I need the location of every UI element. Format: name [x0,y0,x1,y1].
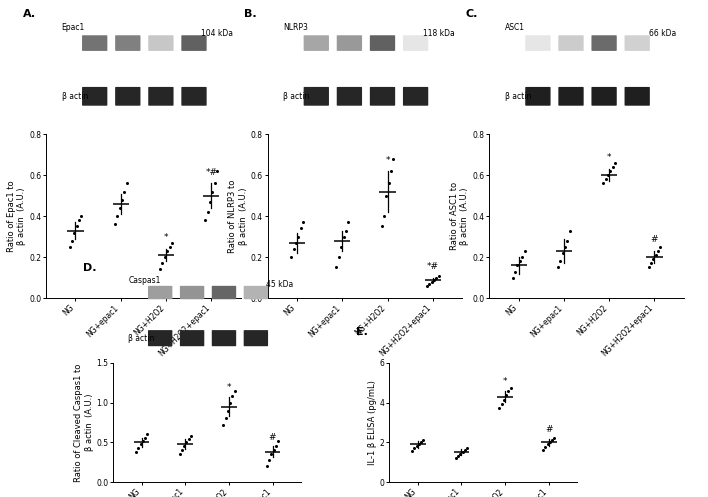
Text: β actin: β actin [283,92,309,101]
Y-axis label: Ratio of NLRP3 to
β actin  (A.U.): Ratio of NLRP3 to β actin (A.U.) [229,179,248,253]
Text: 104 kDa: 104 kDa [201,29,233,38]
FancyBboxPatch shape [82,87,108,106]
FancyBboxPatch shape [370,87,395,106]
FancyBboxPatch shape [148,87,173,106]
FancyBboxPatch shape [212,286,236,299]
Text: *: * [607,154,612,163]
Text: 118 kDa: 118 kDa [423,29,455,38]
FancyBboxPatch shape [403,87,428,106]
FancyBboxPatch shape [559,87,583,106]
FancyBboxPatch shape [181,35,207,51]
FancyBboxPatch shape [624,87,650,106]
FancyBboxPatch shape [244,330,268,346]
Text: *: * [503,377,507,386]
Text: #: # [545,425,552,434]
FancyBboxPatch shape [337,35,362,51]
FancyBboxPatch shape [337,87,362,106]
Text: *#: *# [205,168,217,177]
Y-axis label: Ratio of ASC1 to
β actin  (A.U.): Ratio of ASC1 to β actin (A.U.) [450,182,469,250]
FancyBboxPatch shape [304,87,329,106]
Text: 45 kDa: 45 kDa [266,280,293,289]
Text: β actin: β actin [128,333,154,342]
Text: #: # [651,236,658,245]
FancyBboxPatch shape [525,35,551,51]
Text: #: # [269,432,276,441]
Text: NLRP3: NLRP3 [283,23,308,32]
Text: E.: E. [355,327,367,337]
FancyBboxPatch shape [115,87,140,106]
Text: A.: A. [23,8,36,19]
Text: *#: *# [427,262,439,271]
FancyBboxPatch shape [624,35,650,51]
FancyBboxPatch shape [591,35,617,51]
FancyBboxPatch shape [148,35,173,51]
FancyBboxPatch shape [525,87,551,106]
Text: β actin: β actin [505,92,531,101]
FancyBboxPatch shape [591,87,617,106]
Y-axis label: Ratio of Epac1 to
β actin  (A.U.): Ratio of Epac1 to β actin (A.U.) [7,180,26,252]
Text: *: * [227,383,231,392]
FancyBboxPatch shape [370,35,395,51]
Text: ASC1: ASC1 [505,23,525,32]
Y-axis label: Ratio of Cleaved Caspas1 to
β actin  (A.U.): Ratio of Cleaved Caspas1 to β actin (A.U… [74,363,93,482]
FancyBboxPatch shape [148,330,172,346]
FancyBboxPatch shape [304,35,329,51]
FancyBboxPatch shape [244,286,268,299]
FancyBboxPatch shape [82,35,108,51]
FancyBboxPatch shape [115,35,140,51]
Text: β actin: β actin [62,92,88,101]
FancyBboxPatch shape [180,286,205,299]
FancyBboxPatch shape [403,35,428,51]
Text: Epac1: Epac1 [62,23,85,32]
Y-axis label: IL-1 β ELISA (pg/mL): IL-1 β ELISA (pg/mL) [368,380,377,465]
FancyBboxPatch shape [212,330,236,346]
FancyBboxPatch shape [148,286,172,299]
FancyBboxPatch shape [180,330,205,346]
Text: 66 kDa: 66 kDa [649,29,676,38]
FancyBboxPatch shape [181,87,207,106]
Text: Caspas1: Caspas1 [128,275,161,285]
Text: *: * [385,156,390,165]
Text: C.: C. [466,8,478,19]
Text: B.: B. [244,8,257,19]
FancyBboxPatch shape [559,35,583,51]
Text: *: * [164,234,169,243]
Text: D.: D. [84,263,97,273]
